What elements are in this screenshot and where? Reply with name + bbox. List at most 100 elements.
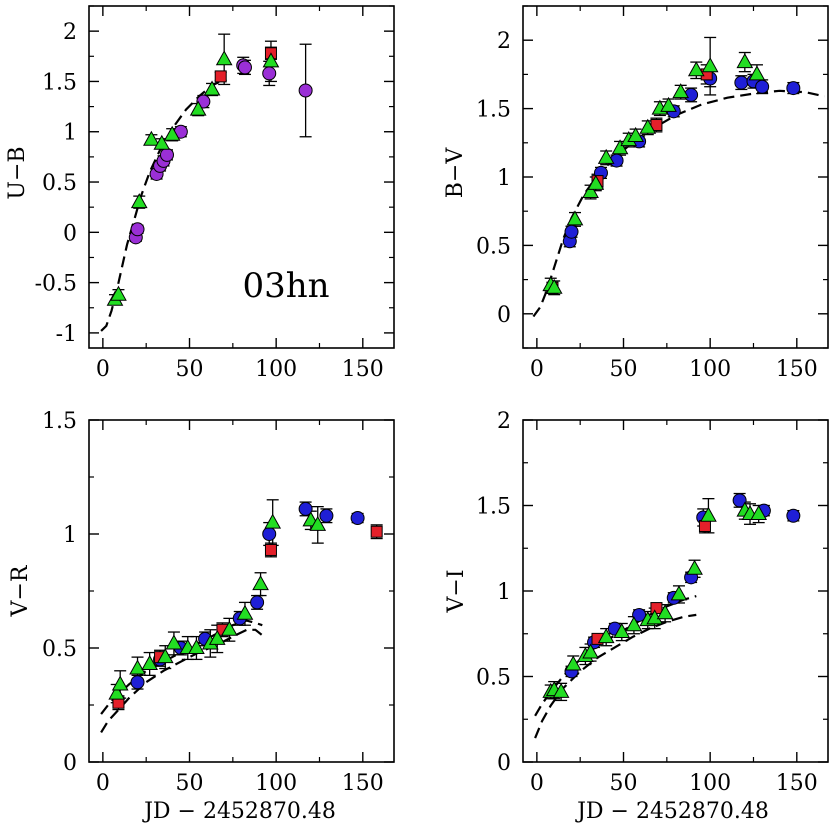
- y-tick-label: 0.5: [476, 666, 511, 691]
- data-point-triangle: [686, 559, 703, 575]
- data-point-triangle: [208, 629, 226, 645]
- data-point-triangle: [130, 193, 148, 209]
- data-point-circle: [350, 511, 365, 526]
- data-point-triangle: [627, 126, 644, 142]
- data-point-triangle: [163, 125, 181, 141]
- data-point-triangle: [625, 616, 643, 632]
- data-point-triangle: [582, 643, 599, 659]
- data-point-triangle: [153, 134, 171, 150]
- data-point-triangle: [736, 53, 754, 69]
- y-tick-label: 0: [497, 303, 511, 328]
- panel-bv: B−V 0 50 100 150 0 0.5 1 1.5 2: [443, 5, 829, 382]
- x-tick-label: 0: [96, 357, 110, 382]
- x-tick-label: 100: [255, 771, 297, 796]
- x-tick-label: 100: [255, 357, 297, 382]
- plot-frame: [522, 419, 829, 763]
- y-tick-label: 1.5: [42, 409, 77, 434]
- data-point-triangle: [262, 52, 280, 68]
- x-tick-label: 150: [342, 771, 384, 796]
- data-point-circle: [130, 675, 145, 690]
- x-tick-label: 150: [776, 357, 818, 382]
- y-tick-label: 0: [63, 751, 77, 776]
- data-point-triangle: [701, 57, 719, 73]
- data-point-square: [698, 520, 711, 533]
- panel-vi: V−I JD − 2452870.48 0 50 100 150 0 0.5 1 1.5 2: [444, 409, 829, 824]
- data-point-triangle: [188, 638, 205, 654]
- y-tick-label: 1: [63, 523, 77, 548]
- data-point-circle: [237, 60, 252, 75]
- data-point-triangle: [129, 659, 146, 675]
- y-tick-label: 1.5: [476, 495, 511, 520]
- x-tick-label: 50: [610, 357, 638, 382]
- x-tick-label: 0: [96, 771, 110, 796]
- data-point-triangle: [566, 210, 584, 226]
- data-point-triangle: [597, 148, 615, 164]
- data-point-triangle: [203, 80, 221, 96]
- plot-area: [534, 492, 801, 739]
- x-tick-label: 0: [530, 771, 544, 796]
- data-point-triangle: [221, 620, 238, 636]
- data-point-circle: [732, 493, 747, 508]
- data-point-triangle: [143, 130, 160, 146]
- y-tick-label: 2: [497, 409, 511, 434]
- data-point-triangle: [613, 623, 631, 639]
- data-point-triangle: [110, 285, 127, 301]
- object-name-label: 03hn: [242, 266, 329, 306]
- data-point-triangle: [111, 675, 129, 691]
- y-tick-label: 1.5: [42, 70, 77, 95]
- x-tick-label: 150: [342, 357, 384, 382]
- data-point-triangle: [545, 278, 563, 294]
- data-point-triangle: [552, 682, 570, 698]
- panel-bv-ylabel: B−V: [443, 147, 468, 199]
- data-point-circle: [786, 508, 801, 523]
- panel-vr: V−R JD − 2452870.48 0 50 100 150 0 0.5 1 1.5: [8, 409, 395, 824]
- plot-frame: [88, 5, 395, 349]
- data-point-square: [214, 70, 227, 83]
- data-point-triangle: [660, 96, 677, 112]
- x-tick-label: 150: [776, 771, 818, 796]
- y-tick-label: 0.5: [42, 171, 77, 196]
- x-tick-label: 50: [610, 771, 638, 796]
- y-tick-label: 0: [63, 221, 77, 246]
- data-point-circle: [298, 501, 313, 516]
- data-point-triangle: [672, 83, 690, 99]
- data-point-circle: [298, 83, 313, 98]
- data-point-square: [370, 525, 383, 538]
- data-point-circle: [755, 79, 770, 94]
- y-tick-label: -0.5: [35, 272, 77, 297]
- panel-vi-xlabel: JD − 2452870.48: [575, 799, 769, 824]
- y-tick-label: 1: [63, 121, 77, 146]
- y-tick-label: 0: [497, 751, 511, 776]
- data-point-circle: [250, 595, 265, 610]
- data-point-circle: [130, 222, 145, 237]
- data-point-triangle: [108, 684, 126, 700]
- panel-vr-ylabel: V−R: [8, 564, 33, 617]
- data-point-triangle: [597, 628, 615, 644]
- data-point-triangle: [750, 505, 768, 521]
- plot-area: [100, 33, 313, 332]
- plot-frame: [522, 5, 829, 349]
- model-curve: [100, 628, 265, 733]
- data-point-triangle: [156, 648, 174, 664]
- data-point-triangle: [264, 513, 282, 529]
- y-tick-label: -1: [56, 322, 77, 347]
- panel-vi-ylabel: V−I: [444, 569, 469, 613]
- data-point-triangle: [189, 100, 207, 116]
- y-tick-label: 0.5: [42, 637, 77, 662]
- panel-ub: U−B 03hn 0 50 100 150 -1 -0.5 0 0.5 1 1.5 2: [5, 5, 395, 382]
- data-point-circle: [734, 75, 749, 90]
- data-point-circle: [262, 66, 277, 81]
- data-point-triangle: [687, 61, 705, 77]
- data-point-triangle: [748, 65, 766, 81]
- data-point-triangle: [236, 604, 254, 620]
- y-tick-label: 1: [497, 580, 511, 605]
- data-point-circle: [319, 508, 334, 523]
- data-point-triangle: [215, 50, 233, 66]
- y-tick-label: 2: [63, 20, 77, 45]
- panel-vr-xlabel: JD − 2452870.48: [142, 799, 336, 824]
- x-tick-label: 100: [689, 771, 731, 796]
- data-point-triangle: [165, 634, 183, 650]
- data-point-square: [264, 543, 277, 556]
- data-point-circle: [262, 527, 277, 541]
- plot-frame: [88, 419, 395, 763]
